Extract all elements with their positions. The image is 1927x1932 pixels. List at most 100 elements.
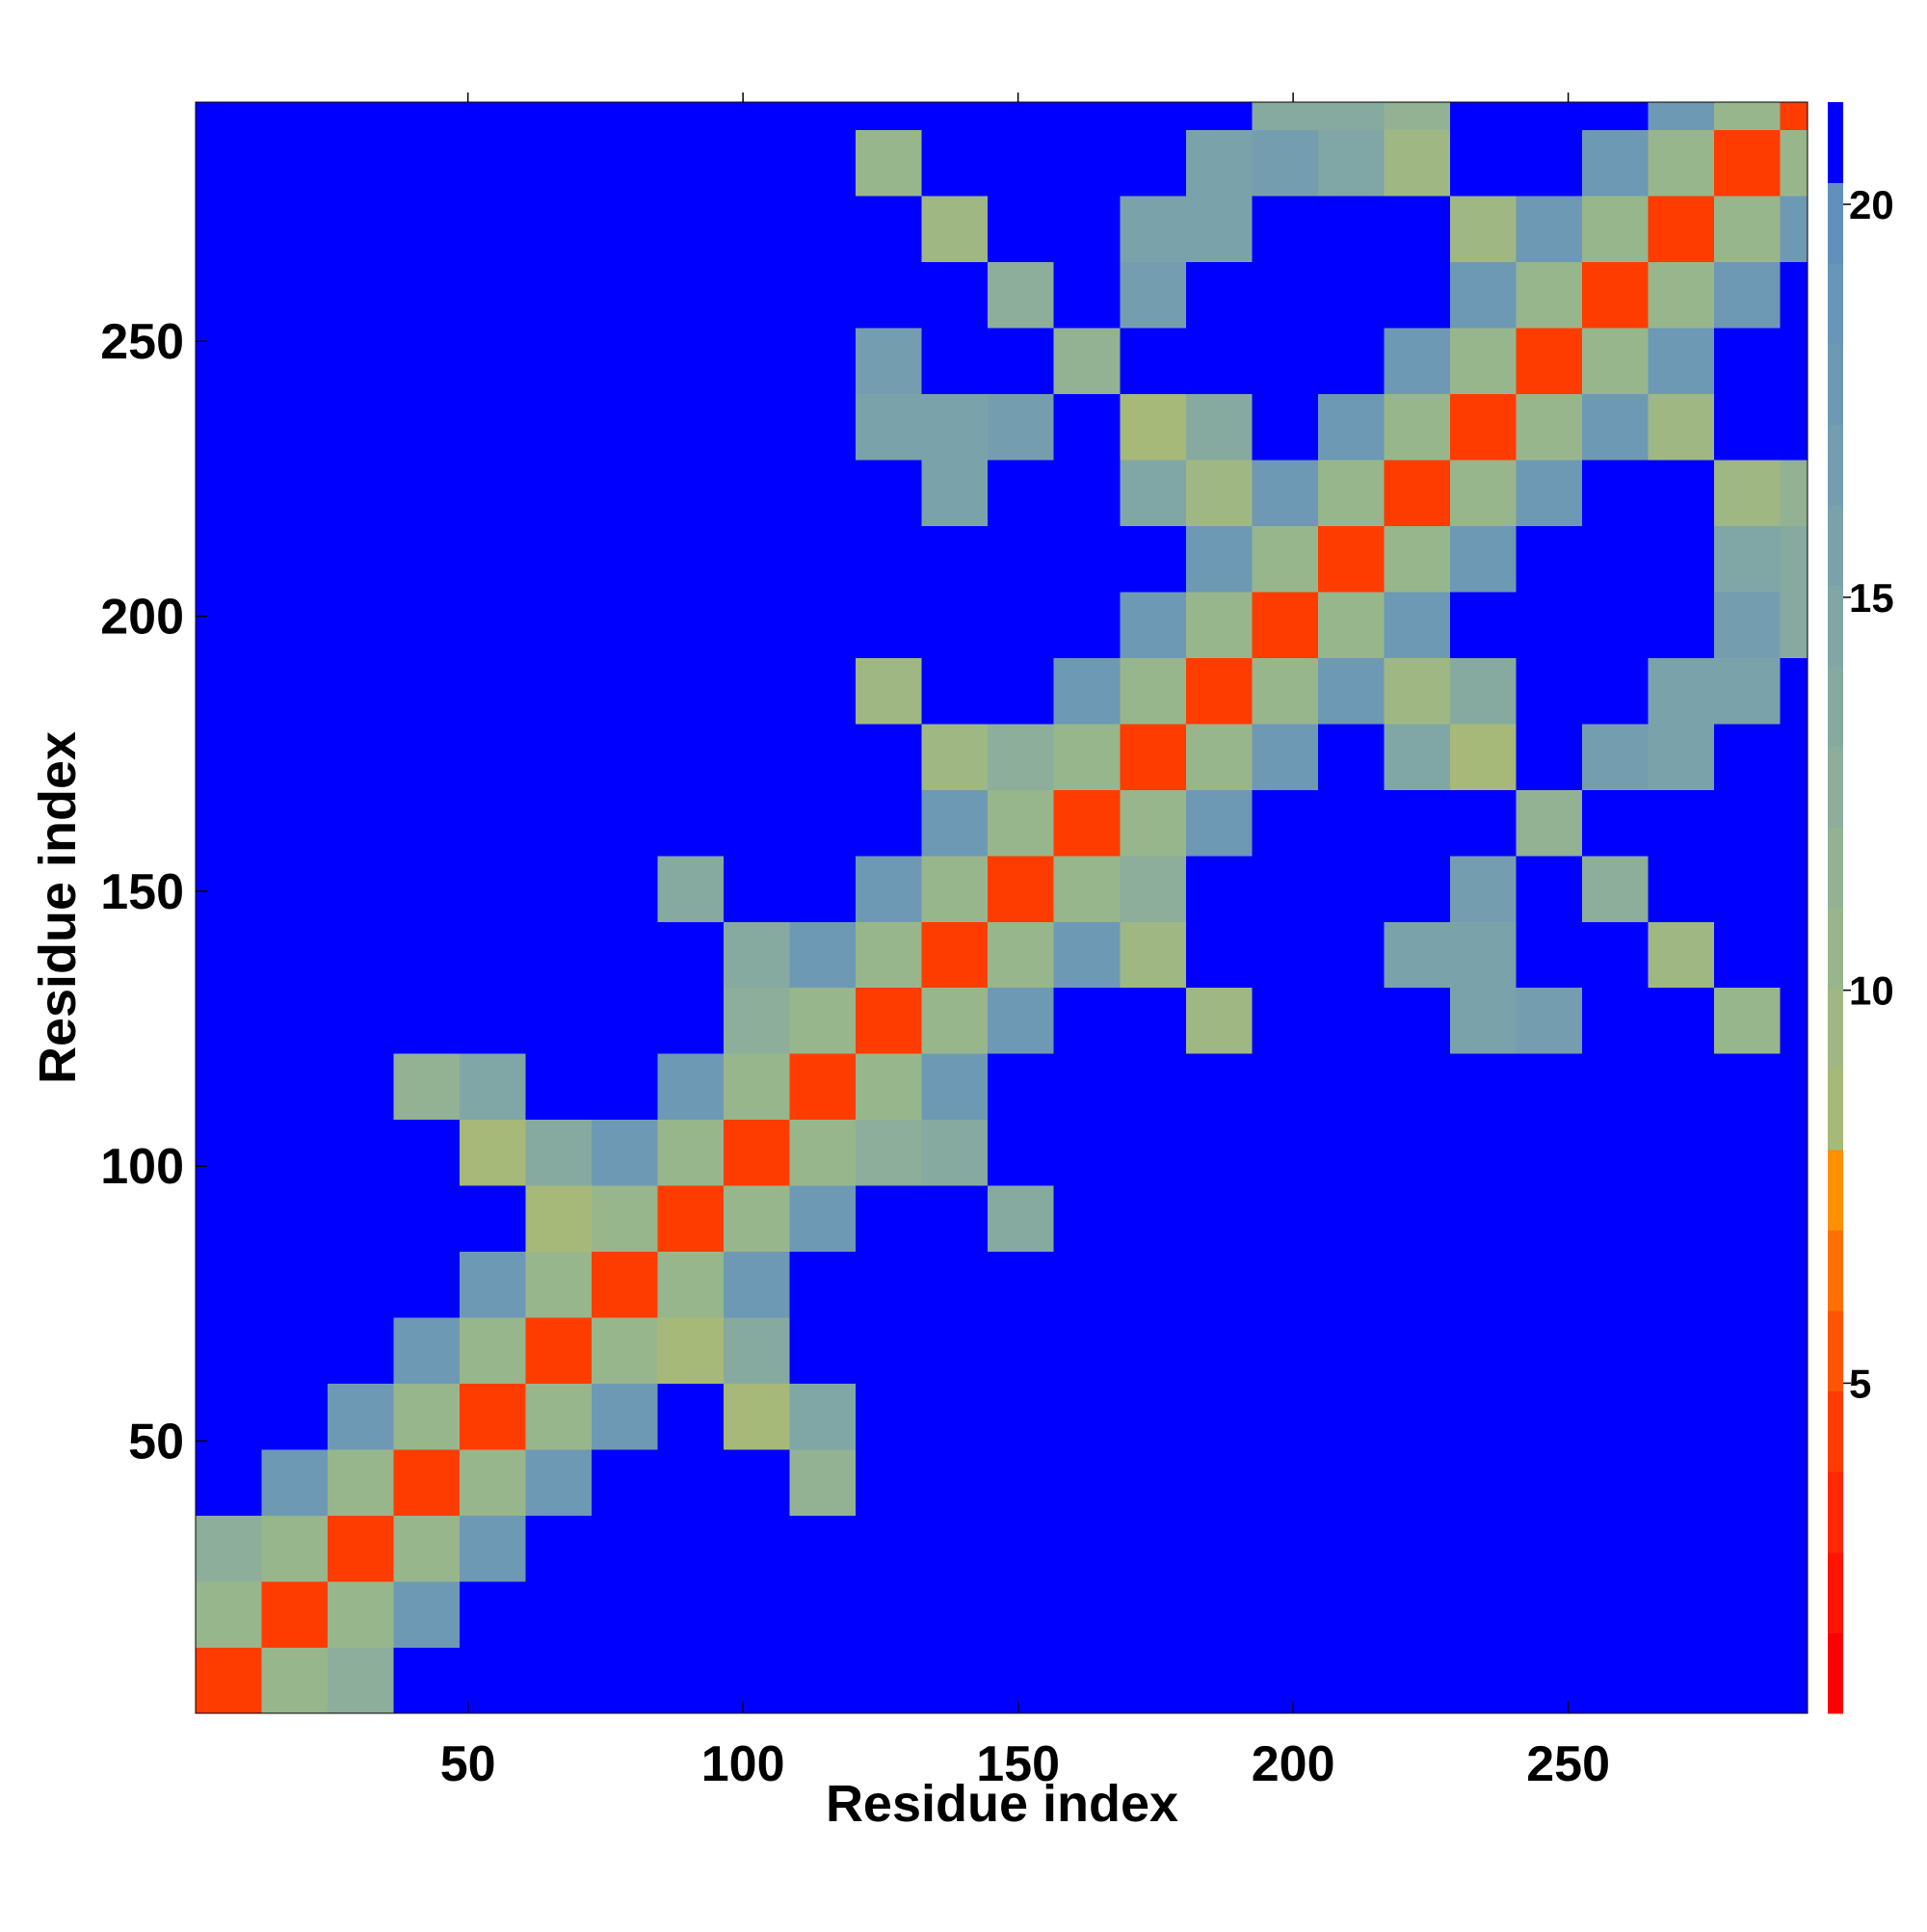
heatmap-cell: [460, 459, 527, 526]
heatmap-cell: [988, 723, 1055, 790]
heatmap-cell: [724, 1515, 791, 1582]
heatmap-cell: [1581, 1053, 1649, 1121]
heatmap-cell: [1516, 393, 1583, 461]
heatmap-cell: [988, 855, 1055, 922]
heatmap-cell: [1581, 102, 1649, 131]
heatmap-cell: [1648, 1251, 1715, 1318]
heatmap-cell: [196, 921, 263, 989]
heatmap-cell: [525, 789, 593, 857]
heatmap-cell: [1120, 1317, 1187, 1385]
heatmap-cell: [1780, 129, 1808, 197]
heatmap-cell: [988, 525, 1055, 593]
heatmap-cell: [460, 102, 527, 131]
heatmap-cell: [1185, 196, 1253, 262]
heatmap-cell: [1449, 525, 1517, 593]
heatmap-cell: [525, 1515, 593, 1582]
heatmap-cell: [393, 196, 461, 262]
heatmap-cell: [525, 102, 593, 131]
heatmap-cell: [1317, 1317, 1385, 1385]
heatmap-cell: [1185, 459, 1253, 526]
heatmap-cell: [261, 921, 329, 989]
heatmap-cell: [1648, 1647, 1715, 1714]
heatmap-cell: [1053, 921, 1121, 989]
heatmap-cell: [856, 1449, 923, 1517]
heatmap-cell: [724, 196, 791, 262]
heatmap-cell: [1648, 459, 1715, 526]
heatmap-cell: [789, 129, 857, 197]
heatmap-cell: [460, 657, 527, 725]
heatmap-cell: [988, 196, 1055, 262]
heatmap-cell: [1252, 393, 1319, 461]
heatmap-cell: [1252, 459, 1319, 526]
heatmap-cell: [328, 657, 395, 725]
heatmap-cell: [261, 1053, 329, 1121]
heatmap-cell: [460, 789, 527, 857]
heatmap-cell: [657, 393, 725, 461]
heatmap-cell: [988, 1383, 1055, 1450]
heatmap-cell: [1713, 1119, 1781, 1186]
heatmap-cell: [1581, 393, 1649, 461]
heatmap-cell: [1053, 393, 1121, 461]
heatmap-cell: [724, 657, 791, 725]
heatmap-cell: [1581, 1317, 1649, 1385]
heatmap-cell: [988, 1053, 1055, 1121]
heatmap-cell: [1648, 261, 1715, 329]
heatmap-cell: [1053, 591, 1121, 658]
heatmap-cell: [724, 855, 791, 922]
heatmap-cell: [789, 1383, 857, 1450]
heatmap-cell: [1317, 1053, 1385, 1121]
heatmap-cell: [789, 789, 857, 857]
heatmap-cell: [460, 1251, 527, 1318]
heatmap-cell: [1185, 1515, 1253, 1582]
heatmap-cell: [724, 1251, 791, 1318]
heatmap-cell: [856, 1053, 923, 1121]
colorbar-segment: [1828, 263, 1843, 345]
heatmap-cell: [1648, 1449, 1715, 1517]
heatmap-cell: [261, 393, 329, 461]
heatmap-cell: [525, 987, 593, 1054]
heatmap-cell: [393, 789, 461, 857]
heatmap-cell: [789, 459, 857, 526]
heatmap-cell: [1317, 459, 1385, 526]
heatmap-cell: [988, 921, 1055, 989]
heatmap-cell: [592, 591, 659, 658]
heatmap-cell: [1648, 327, 1715, 394]
heatmap-cell: [1516, 1119, 1583, 1186]
heatmap-cell: [921, 1185, 989, 1253]
heatmap-cell: [1384, 789, 1451, 857]
heatmap-cell: [1053, 196, 1121, 262]
heatmap-cell: [328, 1185, 395, 1253]
heatmap-cell: [1449, 393, 1517, 461]
heatmap-cell: [1252, 1053, 1319, 1121]
colorbar-segment: [1828, 182, 1843, 264]
heatmap-cell: [1317, 525, 1385, 593]
heatmap-cell: [393, 1119, 461, 1186]
heatmap-cell: [196, 102, 263, 131]
heatmap-cell: [724, 789, 791, 857]
x-tick-label: 100: [701, 1736, 785, 1792]
heatmap-cell: [393, 327, 461, 394]
heatmap-cell: [1713, 591, 1781, 658]
colorbar-segment: [1828, 746, 1843, 828]
heatmap-cell: [393, 1581, 461, 1649]
heatmap-cell: [1185, 1647, 1253, 1714]
heatmap-cell: [460, 921, 527, 989]
heatmap-cell: [657, 196, 725, 262]
heatmap-cell: [261, 459, 329, 526]
heatmap-cell: [657, 1317, 725, 1385]
heatmap-cell: [921, 1581, 989, 1649]
heatmap-cell: [1120, 1647, 1187, 1714]
heatmap-cell: [1516, 921, 1583, 989]
y-axis-title: Residue index: [29, 731, 87, 1084]
heatmap-cell: [1648, 723, 1715, 790]
heatmap-cell: [921, 657, 989, 725]
heatmap-cell: [460, 129, 527, 197]
heatmap-cell: [1252, 591, 1319, 658]
heatmap-cell: [1317, 723, 1385, 790]
heatmap-cell: [261, 129, 329, 197]
heatmap-cell: [1053, 657, 1121, 725]
heatmap-cell: [525, 196, 593, 262]
heatmap-cell: [1449, 789, 1517, 857]
heatmap-cell: [328, 393, 395, 461]
heatmap-cell: [724, 1185, 791, 1253]
